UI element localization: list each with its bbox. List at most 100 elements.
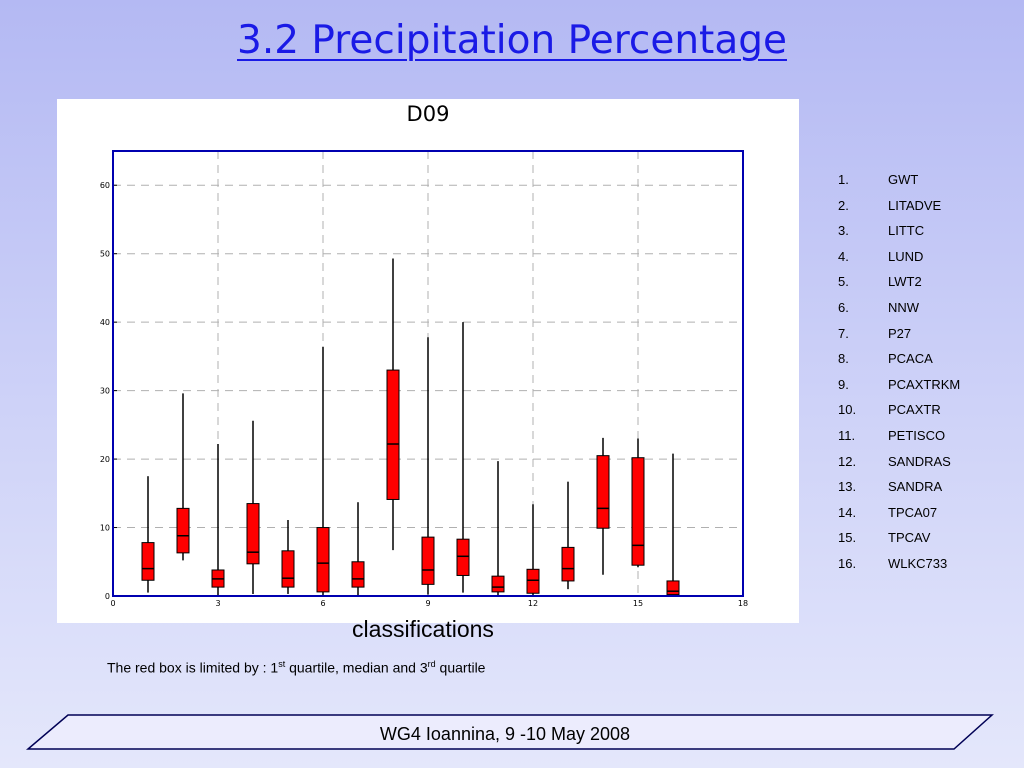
legend-label: GWT — [888, 172, 919, 187]
quartile-box — [456, 538, 470, 576]
footer-text: WG4 Ioannina, 9 -10 May 2008 — [379, 724, 631, 744]
box-1 — [141, 476, 155, 593]
quartile-box — [316, 527, 330, 593]
legend-item: 10. PCAXTR — [838, 402, 960, 428]
legend-number: 9. — [838, 376, 849, 392]
legend-item: 8. PCACA — [838, 351, 960, 377]
legend-number: 14. — [838, 504, 857, 520]
legend-label: PCAXTR — [888, 402, 941, 418]
legend-item: 16. WLKC733 — [838, 556, 960, 582]
box-14 — [596, 437, 610, 575]
legend-number: 13. — [838, 479, 857, 495]
box-3 — [211, 444, 225, 596]
legend-label: SANDRA — [888, 479, 943, 495]
caption-prefix: The red box is limited by : 1 — [107, 659, 279, 676]
legend-label: TPCA07 — [888, 504, 938, 520]
legend-item: 6. NNW — [838, 300, 960, 326]
x-tick-label: 0 — [110, 599, 115, 608]
legend-label: LITADVE — [888, 197, 942, 213]
box-12 — [526, 504, 540, 596]
y-tick-label: 10 — [100, 524, 110, 533]
slide-title: 3.2 Precipitation Percentage — [237, 18, 787, 63]
box-13 — [561, 481, 575, 590]
legend-item: 1. GWT — [838, 172, 960, 198]
legend-number: 16. — [838, 555, 857, 571]
quartile-box — [351, 561, 365, 588]
x-tick-label: 9 — [425, 599, 430, 608]
legend-number: 1. — [838, 172, 849, 187]
legend-item: 4. LUND — [838, 249, 960, 275]
quartile-box — [526, 568, 540, 594]
quartile-box — [596, 455, 610, 529]
legend-number: 5. — [838, 274, 849, 290]
legend-label: PETISCO — [888, 427, 946, 443]
legend-label: WLKC733 — [888, 555, 948, 571]
legend-label: NNW — [888, 299, 920, 315]
box-8 — [386, 258, 400, 551]
legend-number: 11. — [838, 427, 856, 443]
plot-frame — [112, 150, 744, 597]
caption-sup-st: st — [278, 659, 286, 669]
quartile-box — [491, 575, 505, 593]
box-5 — [281, 520, 295, 594]
caption-mid: quartile, median and 3 — [285, 659, 428, 676]
x-tick-label: 6 — [320, 599, 325, 608]
legend-number: 10. — [838, 402, 857, 418]
legend-label: LUND — [888, 248, 924, 264]
legend-number: 8. — [838, 351, 849, 367]
legend-item: 9. PCAXTRKM — [838, 377, 960, 403]
classification-legend: 1. GWT 2. LITADVE 3. LITTC 4. LUND 5. LWT2 6.… — [838, 172, 960, 582]
legend-label: P27 — [888, 325, 912, 341]
box-15 — [631, 438, 645, 568]
legend-number: 6. — [838, 299, 849, 315]
quartile-box — [631, 457, 645, 566]
legend-label: LWT2 — [888, 274, 922, 290]
legend-label: PCACA — [888, 351, 933, 367]
legend-item: 12. SANDRAS — [838, 454, 960, 480]
chart-title: D09 — [407, 102, 450, 126]
x-tick-label: 3 — [215, 599, 220, 608]
x-tick-label: 18 — [738, 599, 748, 608]
quartile-box — [421, 536, 435, 585]
legend-item: 5. LWT2 — [838, 274, 960, 300]
y-tick-label: 20 — [100, 455, 110, 464]
box-series — [141, 258, 680, 596]
legend-label: LITTC — [888, 223, 925, 239]
legend-number: 4. — [838, 248, 849, 264]
legend-item: 2. LITADVE — [838, 198, 960, 224]
y-tick-label: 50 — [100, 250, 110, 259]
legend-item: 11. PETISCO — [838, 428, 960, 454]
legend-number: 2. — [838, 197, 849, 213]
footer-banner — [25, 714, 994, 750]
y-tick-label: 60 — [100, 181, 110, 190]
legend-item: 13. SANDRA — [838, 479, 960, 505]
legend-item: 14. TPCA07 — [838, 505, 960, 531]
chart-panel: D09 0 3 6 9 12 15 18 0 10 20 30 40 50 60 — [57, 99, 799, 623]
quartile-box — [666, 580, 680, 596]
box-16 — [666, 453, 680, 596]
legend-item: 3. LITTC — [838, 223, 960, 249]
box-plot-chart: D09 0 3 6 9 12 15 18 0 10 20 30 40 50 60 — [100, 102, 748, 608]
box-4 — [246, 420, 260, 594]
footer-parallelogram — [25, 714, 994, 750]
caption-suffix: quartile — [435, 659, 486, 676]
y-tick-label: 40 — [100, 318, 110, 327]
box-11 — [491, 461, 505, 596]
y-tick-label: 30 — [100, 387, 110, 396]
box-2 — [176, 393, 190, 561]
quartile-box — [386, 369, 400, 500]
quartile-box — [141, 542, 155, 581]
caption-sup-rd: rd — [427, 659, 436, 669]
legend-item: 7. P27 — [838, 326, 960, 352]
legend-label: TPCAV — [888, 530, 931, 546]
quartile-box — [176, 507, 190, 554]
legend-number: 3. — [838, 223, 849, 239]
x-axis-label: classifications — [352, 616, 494, 642]
box-10 — [456, 322, 470, 593]
box-9 — [421, 337, 435, 595]
legend-item: 15. TPCAV — [838, 530, 960, 556]
quartile-box — [246, 503, 260, 565]
legend-number: 7. — [838, 325, 849, 341]
quartile-box — [561, 546, 575, 582]
box-7 — [351, 502, 365, 596]
